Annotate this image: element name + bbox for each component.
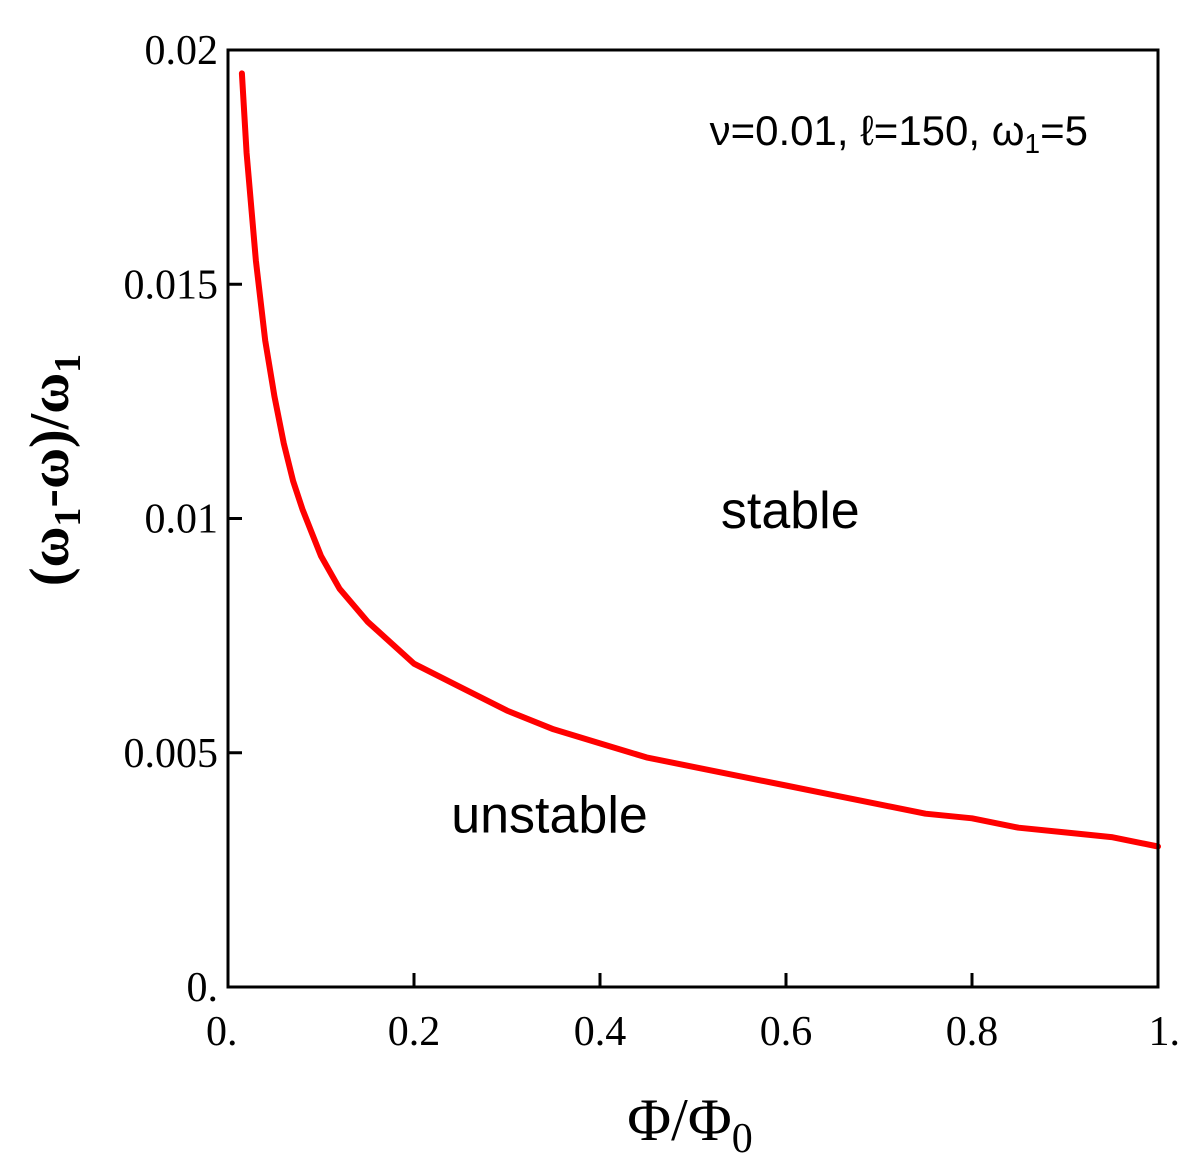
y-axis-title-sub1: 1 (47, 508, 89, 527)
x-tick-label: 0.2 (388, 1009, 441, 1055)
x-tick-label: 0.4 (574, 1009, 627, 1055)
y-tick-label: 0.02 (145, 28, 219, 74)
axis-tick-labels: 0. 0.2 0.4 0.6 0.8 1. 0. 0.005 0.01 0.015 0.02 (124, 28, 1181, 1055)
x-axis-title-main: Φ/Φ (627, 1087, 731, 1153)
y-tick-label: 0.01 (145, 497, 219, 543)
annotation-tail: =5 (1040, 107, 1088, 154)
x-axis-title-subscript: 0 (732, 1116, 753, 1162)
region-label-stable: stable (721, 482, 860, 540)
x-tick-label: 0. (206, 1009, 238, 1055)
axis-ticks (226, 48, 1160, 989)
plot-frame (226, 48, 1160, 989)
annotation: ν=0.01, ℓ=150, ω1=5 (710, 107, 1088, 159)
y-tick-label: 0.005 (124, 731, 219, 777)
series-line (238, 70, 1161, 850)
y-axis-title: (ω1-ω)/ω1 (19, 354, 89, 586)
x-axis-title: Φ/Φ0 (627, 1087, 752, 1162)
x-tick-label: 1. (1149, 1009, 1181, 1055)
annotation-main: ν=0.01, ℓ=150, ω (710, 107, 1025, 154)
y-axis-title-open: (ω (19, 527, 81, 587)
y-tick-label: 0. (187, 965, 219, 1011)
y-axis-title-sub2: 1 (47, 354, 89, 373)
x-tick-label: 0.8 (946, 1009, 999, 1055)
x-tick-label: 0.6 (760, 1009, 813, 1055)
annotation-subscript: 1 (1025, 128, 1041, 159)
y-tick-label: 0.015 (124, 262, 219, 308)
region-label-unstable: unstable (451, 786, 648, 844)
y-axis-title-mid: -ω)/ω (19, 373, 81, 508)
series-group (238, 70, 1161, 850)
